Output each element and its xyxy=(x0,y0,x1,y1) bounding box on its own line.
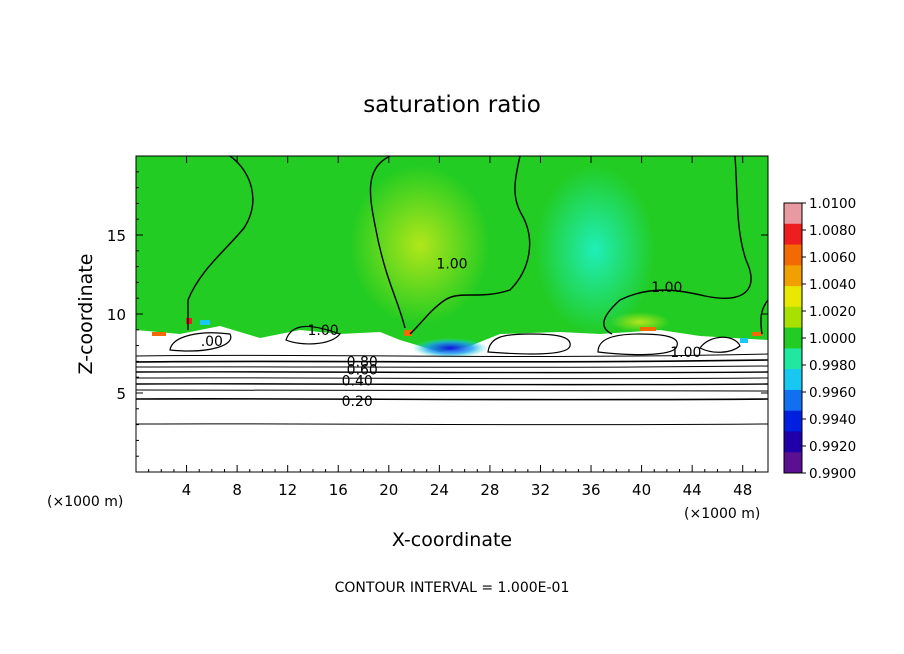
colorbar-label: 1.0000 xyxy=(809,331,856,347)
colorbar-label: 1.0040 xyxy=(809,277,856,293)
colorbar-label: 0.9920 xyxy=(809,439,856,455)
contour-interval-note: CONTOUR INTERVAL = 1.000E-01 xyxy=(335,580,570,596)
x-tick-label: 48 xyxy=(733,481,752,499)
x-tick-label: 40 xyxy=(632,481,651,499)
colorbar-segment xyxy=(784,223,802,246)
colorbar-segment xyxy=(784,431,802,453)
plot-area xyxy=(136,156,768,472)
y-axis: 5 10 15 xyxy=(107,171,768,457)
x-tick-label: 16 xyxy=(329,481,348,499)
x-axis-label: X-coordinate xyxy=(392,529,512,551)
colorbar-segment xyxy=(784,410,802,432)
contour-label: 0.80 xyxy=(347,354,378,370)
contour-label: 0.40 xyxy=(342,373,373,389)
colorbar-segment xyxy=(784,327,802,349)
y-tick-label: 15 xyxy=(107,227,126,245)
field-blue-blob xyxy=(412,338,488,358)
y-tick-label: 5 xyxy=(116,385,126,403)
colorbar-label: 1.0080 xyxy=(809,223,856,239)
colorbar-segment xyxy=(784,369,802,391)
x-unit-right: (×1000 m) xyxy=(684,506,760,522)
colorbar-segment xyxy=(784,452,802,474)
colorbar-segment xyxy=(784,348,802,370)
contour-label: 1.00 xyxy=(670,345,701,361)
x-tick-label: 36 xyxy=(581,481,600,499)
x-tick-label: 24 xyxy=(430,481,449,499)
colorbar-label: 0.9900 xyxy=(809,466,856,482)
colorbar-label: 1.0100 xyxy=(809,196,856,212)
x-unit-left: (×1000 m) xyxy=(47,494,123,510)
contour-label: 0.20 xyxy=(342,394,373,410)
x-tick-label: 20 xyxy=(379,481,398,499)
colorbar-label: 0.9940 xyxy=(809,412,856,428)
y-tick-label: 10 xyxy=(107,306,126,324)
colorbar-segment xyxy=(784,306,802,329)
colorbar-segment xyxy=(784,244,802,266)
x-tick-label: 12 xyxy=(278,481,297,499)
colorbar-segment xyxy=(784,265,802,287)
contour-label: 0.60 xyxy=(347,362,378,378)
colorbar-label: 0.9980 xyxy=(809,358,856,374)
field-cyan-blob xyxy=(535,165,655,335)
contour-labels: 1.00 1.00 1.00 1.00 .00 0.800.600.40 0.20 xyxy=(201,256,702,409)
contours-cloud-cells xyxy=(169,325,741,356)
x-tick-label: 28 xyxy=(480,481,499,499)
colorbar-segment xyxy=(784,286,802,308)
x-tick-label: 8 xyxy=(232,481,242,499)
colorbar-segment xyxy=(784,389,802,412)
colorbar-label: 1.0060 xyxy=(809,250,856,266)
chart-title: saturation ratio xyxy=(363,92,541,118)
contour-label: 1.00 xyxy=(436,256,467,272)
contours-1.00 xyxy=(187,156,768,335)
colorbar-segment xyxy=(784,203,802,225)
colorbar-label: 1.0020 xyxy=(809,304,856,320)
field-yellow-blob xyxy=(350,165,490,325)
colorbar: 1.0100 1.0080 1.0060 1.0040 1.0020 1.0000 0.99… xyxy=(783,196,856,482)
y-axis-label: Z-coordinate xyxy=(75,254,97,375)
x-axis: 4 8 12 16 20 24 28 32 36 40 44 48 xyxy=(148,156,756,499)
contours-lower xyxy=(136,353,768,426)
contour-label: 1.00 xyxy=(307,323,338,339)
colorbar-label: 0.9960 xyxy=(809,385,856,401)
x-tick-label: 4 xyxy=(182,481,192,499)
contour-label: .00 xyxy=(201,334,223,350)
x-tick-label: 32 xyxy=(531,481,550,499)
x-tick-label: 44 xyxy=(683,481,702,499)
contour-label: 1.00 xyxy=(651,280,682,296)
